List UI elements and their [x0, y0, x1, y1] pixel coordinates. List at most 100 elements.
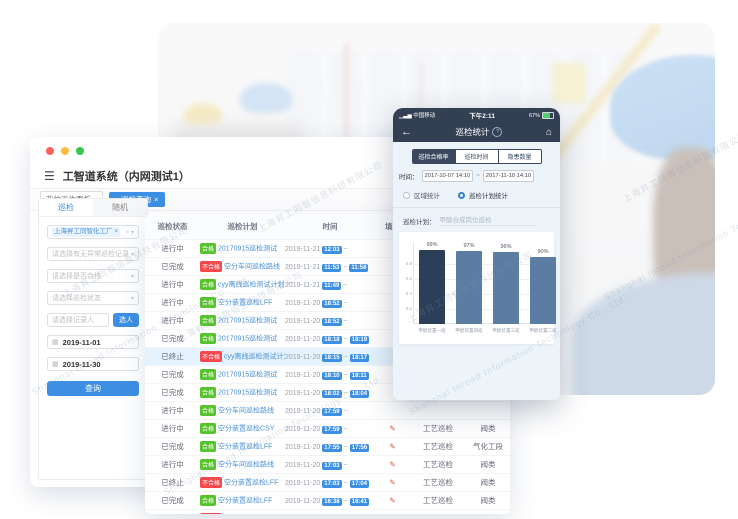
- status-cell: 进行中: [161, 460, 184, 469]
- start-time-chip: 17:03: [322, 479, 342, 488]
- table-row[interactable]: 已完成 不合格 空分车间巡检路线 2019-11-21 11:53 ~11:58: [145, 257, 510, 275]
- plan-link[interactable]: 20170915巡检测试: [218, 245, 278, 253]
- area-cell: 气化工段: [473, 442, 503, 451]
- table-row[interactable]: 进行中 合格 20170915巡检测试 2019-11-21 12:03 ~: [145, 239, 510, 257]
- segment-pass-rate[interactable]: 巡检合格率: [412, 150, 455, 163]
- edit-pencil-icon[interactable]: ✎: [389, 460, 396, 469]
- start-date-field[interactable]: ▦ 2019-11-01: [47, 335, 139, 349]
- status-cell: 已完成: [161, 496, 184, 505]
- table-row[interactable]: 已完成 合格 20170915巡检测试 2019-11-20 18:18 ~18:19: [145, 329, 510, 347]
- radio-plan-stat[interactable]: 巡检计划统计: [458, 190, 508, 200]
- table-row[interactable]: 进行中 合格 空分装置巡检LFF 2019-11-20 18:52 ~: [145, 293, 510, 311]
- table-row[interactable]: 已终止 不合格 空分装置巡检LFF 2019-11-20 17:03 ~17:04 ✎ 工艺巡…: [145, 473, 510, 491]
- plan-link[interactable]: 20170915巡检测试: [218, 335, 278, 343]
- time-cell: 2019-11-2014:48~14:55: [285, 514, 375, 515]
- help-icon[interactable]: ?: [492, 127, 503, 137]
- edit-pencil-icon[interactable]: ✎: [389, 496, 396, 505]
- plan-link[interactable]: 空分装置巡检LFF: [224, 479, 279, 487]
- stat-mode-radios: 区域统计 巡检计划统计: [403, 190, 550, 200]
- qualified-badge: 合格: [200, 243, 217, 254]
- area-cell: 阀类: [480, 424, 496, 433]
- table-row[interactable]: 进行中 合格 空分车间巡检路线 2019-11-20 17:59 ~: [145, 401, 510, 419]
- table-row[interactable]: 进行中 合格 20170915巡检测试 2019-11-20 18:52 ~: [145, 311, 510, 329]
- table-row[interactable]: 已完成 合格 空分装置巡检LFF 2019-11-20 16:38 ~16:41 ✎ 工艺巡检…: [145, 491, 510, 509]
- tab-random[interactable]: 随机: [93, 199, 147, 216]
- table-row[interactable]: 进行中 合格 空分车间巡检路线 2019-11-20 17:03 ~ ✎ 工艺巡检 阀类: [145, 455, 510, 473]
- battery-group: 67%: [529, 111, 554, 119]
- start-datetime-input[interactable]: 2017-10-07 14:10: [421, 170, 474, 182]
- plan-link[interactable]: 空分装置巡检LFF: [218, 299, 273, 307]
- filter-select[interactable]: 请选择有无异常巡检记录 ▾: [47, 247, 139, 261]
- area-cell: 阀类: [480, 496, 496, 505]
- minimize-dot-icon[interactable]: [61, 147, 69, 155]
- table-row[interactable]: 已完成 合格 20170915巡检测试 2019-11-20 18:02 ~18:04: [145, 383, 510, 401]
- status-cell: 已完成: [161, 262, 184, 271]
- start-time-chip: 18:52: [322, 299, 342, 308]
- plan-cell: 合格 空分装置巡检LFF: [200, 297, 285, 308]
- status-cell: 已终止: [161, 352, 184, 361]
- table-row[interactable]: 进行中 合格 空分装置巡检CSY 2019-11-20 17:59 ~ ✎ 工艺巡检 阀类: [145, 419, 510, 437]
- plan-link[interactable]: 空分车间巡检路线: [224, 263, 281, 271]
- phone-status-bar: ▁▃▅ 中国移动 下午2:11 67%: [393, 108, 560, 122]
- bar[interactable]: [456, 251, 482, 324]
- bar[interactable]: [419, 249, 445, 324]
- table-row[interactable]: 已完成 合格 空分装置巡检LFF 2019-11-20 17:55 ~17:56 ✎ 工艺巡检…: [145, 437, 510, 455]
- edit-pencil-icon[interactable]: ✎: [389, 478, 396, 487]
- plan-link[interactable]: 20170915巡检测试: [218, 371, 278, 379]
- end-datetime-input[interactable]: 2017-11-10 14:10: [482, 170, 535, 182]
- end-date-field[interactable]: ▦ 2019-11-30: [47, 357, 139, 371]
- tab-inspection[interactable]: 巡检: [39, 199, 93, 216]
- edit-pencil-icon[interactable]: ✎: [389, 442, 396, 451]
- start-time-chip: 18:02: [322, 389, 342, 398]
- status-time: 下午2:11: [469, 113, 495, 120]
- filter-select[interactable]: 请选择巡检状态 ▾: [47, 291, 139, 305]
- carrier-and-signal: ▁▃▅ 中国移动: [399, 113, 436, 119]
- chevron-down-icon: ▾: [130, 251, 134, 258]
- plan-link[interactable]: 20170915巡检测试: [218, 389, 278, 397]
- bar[interactable]: [530, 256, 556, 324]
- plan-value-input[interactable]: 甲醇合成岗位巡检: [439, 214, 536, 226]
- hamburger-menu-icon[interactable]: ☰: [44, 168, 55, 183]
- close-dot-icon[interactable]: [46, 147, 54, 155]
- y-tick-label: 0.4: [405, 291, 412, 296]
- radio-area-stat[interactable]: 区域统计: [403, 190, 440, 200]
- segment-hazard-count[interactable]: 隐患数量: [497, 150, 541, 163]
- pick-person-button[interactable]: 选人: [113, 313, 139, 327]
- plan-link[interactable]: 空分车间巡检路线: [218, 407, 275, 415]
- plan-label: 巡检计划：: [403, 219, 436, 226]
- sidebar-tabs: 巡检 随机: [39, 199, 147, 217]
- plan-cell: 合格 cyy离线巡检测试计划: [200, 279, 285, 290]
- tag-close-icon[interactable]: ×: [114, 228, 119, 235]
- plan-link[interactable]: 空分装置巡检LFF: [218, 443, 273, 451]
- plan-link[interactable]: 空分装置巡检CSY: [218, 425, 275, 433]
- table-body: 进行中 合格 20170915巡检测试 2019-11-21 12:03 ~ 已完成 不合格空…: [145, 239, 510, 514]
- table-row[interactable]: 进行中 合格 cyy离线巡检测试计划 2019-11-21 11:49 ~: [145, 275, 510, 293]
- app-title-bar: ☰ 工智道系统（内网测试1）: [30, 163, 455, 189]
- table-row[interactable]: 已终止不合格空分装置巡检LFF2019-11-2014:48~14:55✎工艺巡…: [145, 509, 510, 514]
- qualified-badge: 合格: [200, 315, 217, 326]
- plan-link[interactable]: cyy离线巡检测试计划: [218, 281, 285, 289]
- filter-select[interactable]: 请选择是否合格 ▾: [47, 269, 139, 283]
- time-cell: 2019-11-20 18:18 ~18:19: [285, 335, 370, 344]
- plan-link[interactable]: 空分装置巡检LFF: [218, 497, 273, 505]
- plan-link[interactable]: 空分车间巡检路线: [218, 461, 275, 469]
- type-cell: 工艺巡检: [423, 424, 453, 433]
- plan-cell: 合格 20170915巡检测试: [200, 387, 285, 398]
- table-row[interactable]: 已完成 合格 20170915巡检测试 2019-11-20 18:10 ~18:11: [145, 365, 510, 383]
- org-select[interactable]: 上海昇工同智化工厂 × × ▾: [47, 225, 139, 239]
- bar[interactable]: [493, 252, 519, 324]
- close-icon: ×: [154, 195, 159, 204]
- back-arrow-icon[interactable]: ←: [401, 126, 412, 138]
- plan-link[interactable]: 20170915巡检测试: [218, 317, 278, 325]
- status-cell: 进行中: [161, 316, 184, 325]
- maximize-dot-icon[interactable]: [76, 147, 84, 155]
- recorder-input[interactable]: 请选择记录人: [47, 313, 109, 327]
- search-button[interactable]: 查询: [47, 381, 139, 396]
- qualified-badge: 合格: [200, 495, 217, 506]
- segment-inspection-time[interactable]: 巡检时间: [454, 150, 498, 163]
- clear-and-chevron-icons[interactable]: × ▾: [125, 229, 134, 236]
- plan-link[interactable]: cyy离线巡检测试计划: [224, 353, 285, 361]
- home-icon[interactable]: ⌂: [545, 126, 552, 138]
- edit-pencil-icon[interactable]: ✎: [389, 424, 396, 433]
- status-cell: 进行中: [161, 280, 184, 289]
